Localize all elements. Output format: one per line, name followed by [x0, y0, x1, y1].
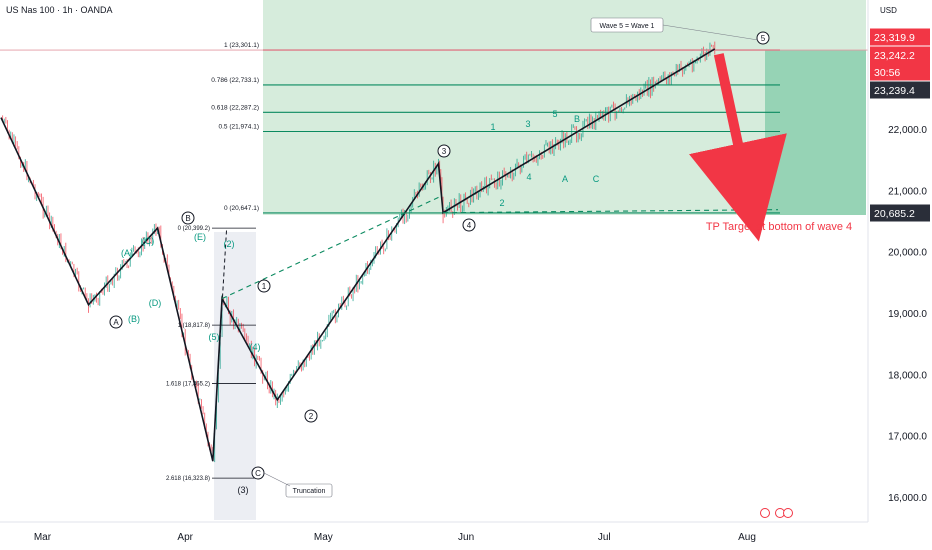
wave-label-circled-4: 4 — [467, 221, 472, 230]
currency-label: USD — [880, 6, 897, 15]
price-tag-label: 20,685.2 — [874, 208, 915, 220]
y-tick-label: 21,000.0 — [888, 186, 927, 197]
dashed-trendline — [221, 196, 439, 300]
y-tick-label: 18,000.0 — [888, 370, 927, 381]
wave-label-minor: 5 — [552, 109, 557, 119]
truncation-box — [285, 483, 333, 498]
wave-label-corrective: (4) — [250, 342, 261, 352]
fib-label: 0.786 (22,733.1) — [211, 77, 259, 84]
wave-label-minor: 1 — [490, 122, 495, 132]
wave-label-circled-a: A — [113, 318, 119, 327]
tp-target-label: TP Target at bottom of wave 4 — [706, 221, 852, 233]
x-tick-label: Apr — [177, 532, 193, 543]
wave-label-corrective: (3) — [238, 485, 249, 495]
fib-label: 0.618 (22,287.2) — [211, 104, 259, 111]
fib-label-left: 1.618 (17,865.2) — [166, 382, 210, 388]
y-tick-label: 17,000.0 — [888, 432, 927, 443]
price-tag — [870, 28, 930, 46]
event-flag-icon[interactable] — [760, 508, 770, 518]
wave-label-minor: A — [562, 174, 568, 184]
wave-label-minor: 4 — [526, 172, 531, 182]
event-flag-icon[interactable] — [783, 508, 793, 518]
wave-label-corrective: (B) — [128, 314, 140, 324]
projection-arrow — [689, 53, 787, 242]
dashed-wave-c — [212, 228, 228, 459]
x-tick-label: Jul — [598, 532, 611, 543]
fib-label: 0 (20,647.1) — [224, 205, 259, 212]
wave-label-circled-1-circle — [257, 279, 271, 293]
wave5-note-leader — [662, 24, 759, 41]
fib-label-left: 0 (20,399.2) — [178, 226, 210, 232]
wave-label-circled-c: C — [255, 469, 261, 478]
fib-label-left: 2.618 (16,323.8) — [166, 476, 210, 482]
wave-label-circled-a-circle — [109, 315, 123, 329]
wave-label-minor: C — [593, 174, 600, 184]
fib-label: 1 (23,301.1) — [224, 42, 259, 49]
price-tag-label: 23,319.9 — [874, 32, 915, 44]
fib-label: 0.5 (21,974.1) — [219, 123, 259, 130]
y-tick-label: 19,000.0 — [888, 309, 927, 320]
wave-label-circled-3-circle — [437, 144, 451, 158]
truncation-leader — [263, 472, 291, 487]
price-tag — [870, 46, 930, 64]
wave-label-circled-b: B — [185, 214, 190, 223]
price-tag-label: 23,242.2 — [874, 50, 915, 62]
price-tag — [870, 81, 930, 99]
price-tag — [870, 63, 930, 81]
truncation-zone — [214, 232, 256, 520]
x-tick-label: Jun — [458, 532, 474, 543]
wave-label-circled-5: 5 — [761, 34, 766, 43]
wave-label-corrective: (E) — [194, 232, 206, 242]
x-tick-label: Mar — [34, 532, 52, 543]
wave-label-circled-4-circle — [462, 218, 476, 232]
truncation-label: Truncation — [293, 488, 326, 495]
x-tick-label: Aug — [738, 532, 756, 543]
wave-label-corrective: (A) — [121, 248, 133, 258]
price-tag — [870, 204, 930, 222]
x-tick-label: May — [314, 532, 333, 543]
wave-label-circled-1: 1 — [262, 282, 267, 291]
symbol-title: US Nas 100 · 1h · OANDA — [6, 5, 113, 15]
wave-label-corrective: (D) — [149, 298, 162, 308]
wave-label-circled-2-circle — [304, 409, 318, 423]
wave-label-minor: 2 — [499, 198, 504, 208]
price-tag-label: 23,239.4 — [874, 85, 915, 97]
wave-label-circled-3: 3 — [442, 147, 447, 156]
y-tick-label: 22,000.0 — [888, 125, 927, 136]
fib-label-left: 1 (18,817.8) — [178, 323, 210, 329]
tp-zone — [765, 50, 866, 215]
wave-label-minor: 3 — [525, 119, 530, 129]
y-tick-label: 20,000.0 — [888, 248, 927, 259]
wave-label-circled-b-circle — [181, 211, 195, 225]
wave-label-circled-2: 2 — [309, 412, 314, 421]
price-tag-label: 30:56 — [874, 67, 900, 79]
wave-label-minor: B — [574, 114, 580, 124]
wave-label-corrective: (2) — [224, 239, 235, 249]
wave-label-corrective: (C) — [142, 236, 155, 246]
y-tick-label: 16,000.0 — [888, 493, 927, 504]
wave-label-corrective: (5) — [209, 332, 220, 342]
wave5-note: Wave 5 = Wave 1 — [600, 23, 655, 30]
wave-label-circled-5-circle — [756, 31, 770, 45]
